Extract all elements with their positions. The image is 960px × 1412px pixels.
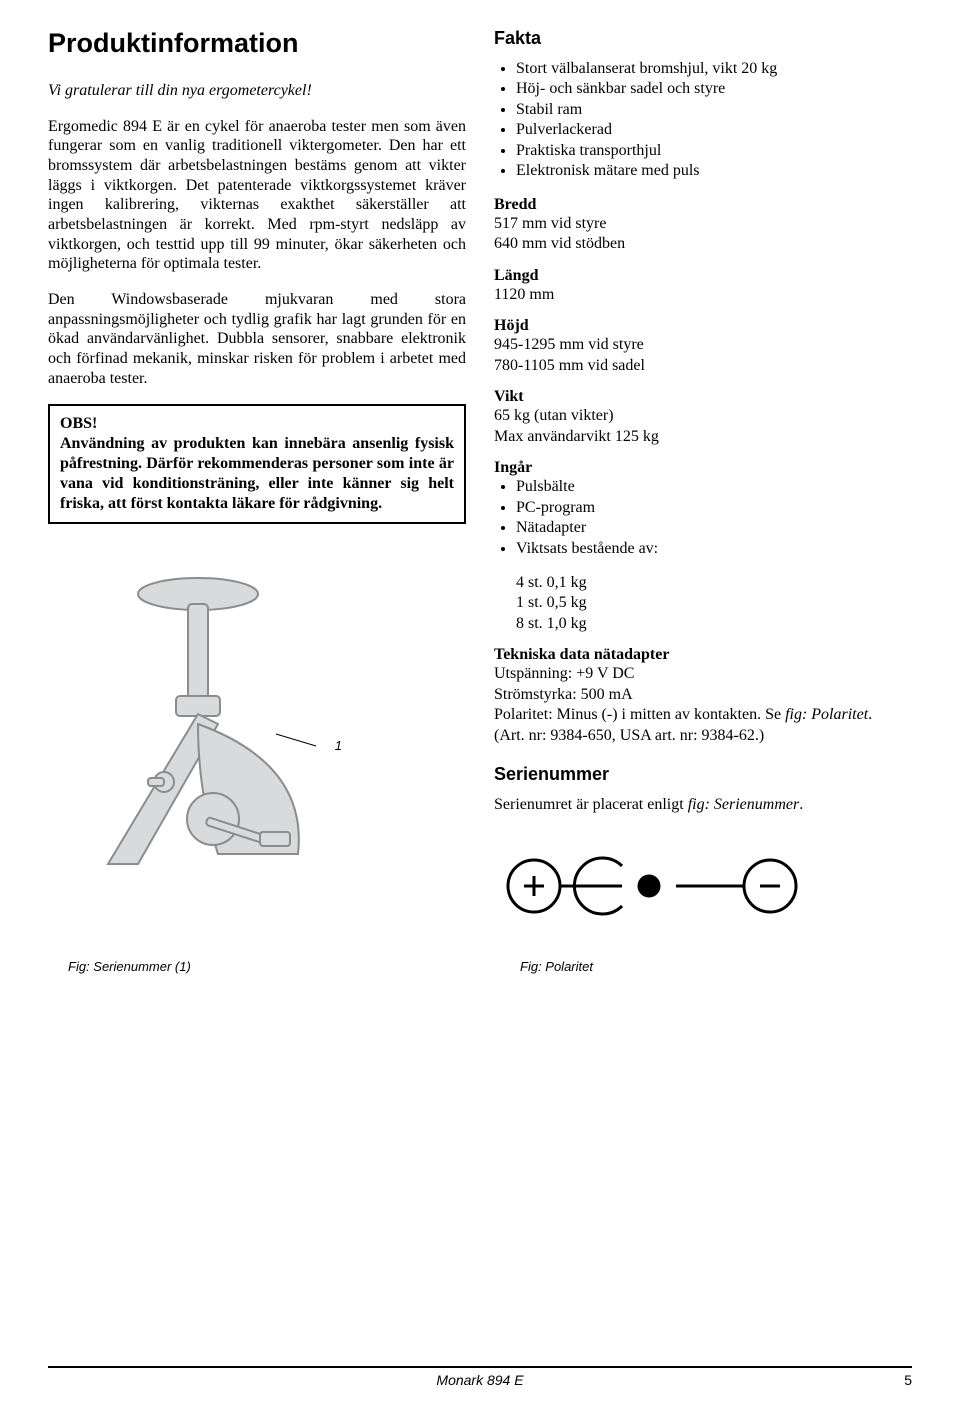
ingar-sub: 4 st. 0,1 kg: [516, 573, 912, 593]
facts-item: Stabil ram: [516, 100, 912, 120]
vikt-label: Vikt: [494, 388, 912, 406]
left-column: Produktinformation Vi gratulerar till di…: [48, 28, 466, 941]
tech-line-figref: fig: Polaritet: [785, 706, 868, 723]
tech-line: Strömstyrka: 500 mA: [494, 685, 912, 705]
facts-item: Elektronisk mätare med puls: [516, 161, 912, 181]
hojd-value: 780-1105 mm vid sadel: [494, 356, 912, 376]
hojd-label: Höjd: [494, 317, 912, 335]
page-columns: Produktinformation Vi gratulerar till di…: [48, 28, 912, 941]
tech-line: Polaritet: Minus (-) i mitten av kontakt…: [494, 705, 912, 725]
serial-figref: fig: Serienummer: [688, 796, 800, 813]
fig-serienummer-caption: Fig: Serienummer (1): [48, 959, 460, 974]
ingar-sub: 1 st. 0,5 kg: [516, 593, 912, 613]
bredd-label: Bredd: [494, 196, 912, 214]
lead-text: Vi gratulerar till din nya ergometercyke…: [48, 81, 466, 101]
obs-body: Användning av produkten kan innebära ans…: [60, 435, 454, 512]
footer-model: Monark 894 E: [436, 1372, 523, 1388]
bike-figure: 1: [48, 564, 328, 884]
paragraph-1: Ergomedic 894 E är en cykel för anaeroba…: [48, 117, 466, 274]
facts-heading: Fakta: [494, 28, 912, 49]
ingar-sub: 8 st. 1,0 kg: [516, 614, 912, 634]
tech-line-text: Polaritet: Minus (-) i mitten av kontakt…: [494, 706, 785, 723]
hojd-value: 945-1295 mm vid styre: [494, 335, 912, 355]
main-heading: Produktinformation: [48, 28, 466, 59]
paragraph-2: Den Windowsbaserade mjukvaran med stora …: [48, 290, 466, 388]
bredd-value: 517 mm vid styre: [494, 214, 912, 234]
facts-item: Pulverlackerad: [516, 120, 912, 140]
tech-line: Utspänning: +9 V DC: [494, 664, 912, 684]
footer-rule: Monark 894 E 5: [48, 1366, 912, 1388]
tech-label: Tekniska data nätadapter: [494, 646, 912, 664]
ingar-item: Pulsbälte: [516, 477, 912, 497]
fig-polaritet-caption: Fig: Polaritet: [460, 959, 912, 974]
ingar-item: Nätadapter: [516, 518, 912, 538]
polarity-diagram: [494, 836, 814, 936]
langd-label: Längd: [494, 267, 912, 285]
page-number: 5: [904, 1372, 912, 1388]
bike-marker-1: 1: [335, 738, 342, 753]
serial-body: Serienumret är placerat enligt fig: Seri…: [494, 795, 912, 815]
facts-bullet-list: Stort välbalanserat bromshjul, vikt 20 k…: [494, 59, 912, 182]
bike-illustration: [48, 564, 328, 884]
facts-item: Stort välbalanserat bromshjul, vikt 20 k…: [516, 59, 912, 79]
ingar-item: PC-program: [516, 498, 912, 518]
ingar-item: Viktsats bestående av:: [516, 539, 912, 559]
ingar-label: Ingår: [494, 459, 912, 477]
bredd-value: 640 mm vid stödben: [494, 234, 912, 254]
facts-item: Höj- och sänkbar sadel och styre: [516, 79, 912, 99]
serial-heading: Serienummer: [494, 764, 912, 785]
tech-line: (Art. nr: 9384-650, USA art. nr: 9384-62…: [494, 726, 912, 746]
right-column: Fakta Stort välbalanserat bromshjul, vik…: [494, 28, 912, 941]
langd-value: 1120 mm: [494, 285, 912, 305]
page-footer: Monark 894 E 5: [48, 1366, 912, 1388]
tech-line-text: .: [868, 706, 872, 723]
facts-item: Praktiska transporthjul: [516, 141, 912, 161]
serial-text: Serienumret är placerat enligt: [494, 796, 688, 813]
vikt-value: 65 kg (utan vikter): [494, 406, 912, 426]
vikt-value: Max användarvikt 125 kg: [494, 427, 912, 447]
figure-captions-row: Fig: Serienummer (1) Fig: Polaritet: [48, 959, 912, 974]
ingar-list: Pulsbälte PC-program Nätadapter Viktsats…: [494, 477, 912, 559]
obs-title: OBS!: [60, 415, 97, 432]
serial-text: .: [799, 796, 803, 813]
obs-warning-box: OBS! Användning av produkten kan innebär…: [48, 404, 466, 524]
